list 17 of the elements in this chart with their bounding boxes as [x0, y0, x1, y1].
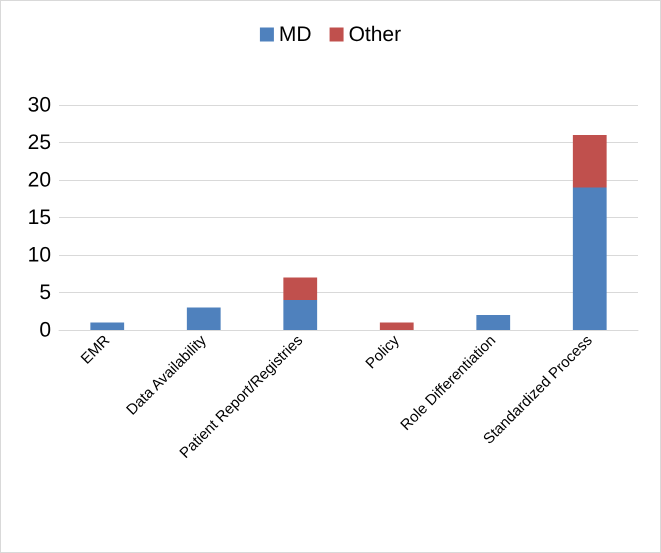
y-tick-label: 15	[28, 206, 51, 229]
bar	[283, 300, 318, 330]
bar	[186, 308, 221, 330]
bar	[572, 135, 607, 188]
bar	[90, 322, 124, 330]
legend-label: MD	[278, 23, 312, 46]
y-tick-label: 30	[28, 94, 51, 116]
y-tick-label: 20	[28, 168, 51, 192]
y-tick-label: 0	[39, 318, 51, 342]
y-tick-label: 5	[39, 281, 51, 304]
y-tick-label: 10	[28, 244, 51, 266]
y-tick-label: 25	[28, 131, 51, 154]
bar	[283, 278, 318, 300]
bar	[572, 188, 607, 330]
bar	[476, 315, 510, 330]
legend-label: Other	[348, 23, 402, 46]
bar	[380, 322, 414, 330]
